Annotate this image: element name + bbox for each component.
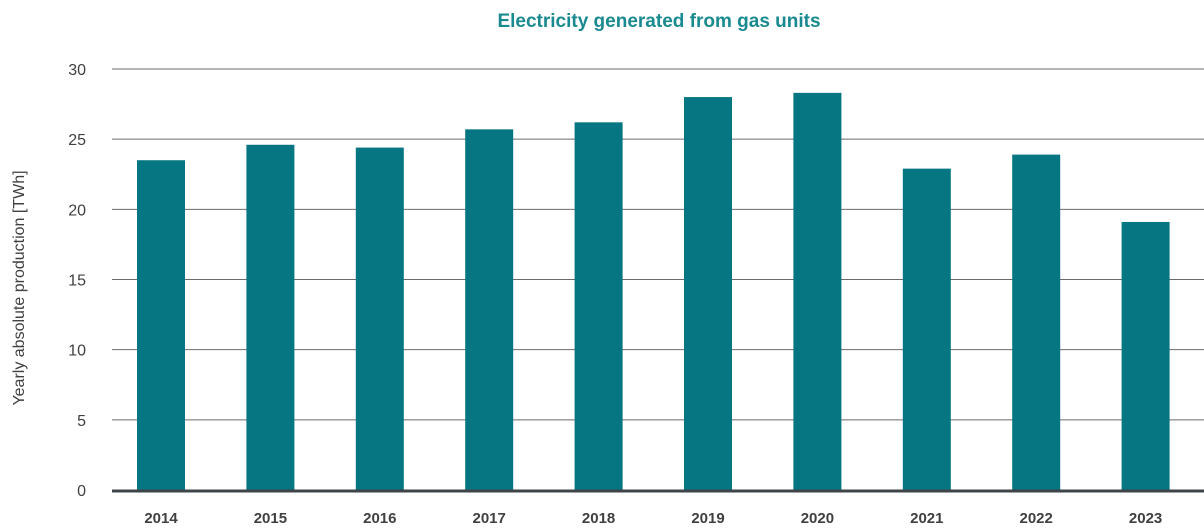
x-tick-label: 2022 (1020, 510, 1053, 526)
bar-2018 (574, 122, 623, 491)
y-tick-label: 0 (77, 483, 86, 500)
bar-2016 (355, 147, 404, 490)
y-tick-label: 25 (68, 132, 86, 149)
chart-title: Electricity generated from gas units (497, 11, 820, 32)
y-axis-label: Yearly absolute production [TWh] (11, 170, 28, 405)
x-tick-label: 2019 (691, 510, 724, 526)
bar-2014 (137, 160, 185, 490)
bar-2019 (684, 97, 732, 491)
y-tick-label: 10 (68, 343, 86, 360)
x-tick-label: 2023 (1129, 510, 1162, 526)
y-tick-label: 20 (68, 202, 86, 219)
bar-2022 (1012, 154, 1061, 490)
x-tick-label: 2018 (582, 510, 615, 526)
bar-2020 (793, 92, 842, 491)
bars (137, 92, 1170, 491)
bar-2017 (465, 129, 514, 491)
x-axis-ticks: 2014 2015 2016 2017 2018 2019 2020 2021 2022 2023 (144, 510, 1162, 527)
x-tick-label: 2017 (473, 510, 506, 526)
x-tick-label: 2016 (363, 510, 396, 526)
x-tick-label: 2021 (910, 510, 943, 526)
y-tick-label: 5 (77, 413, 86, 430)
y-tick-label: 15 (68, 273, 86, 290)
y-axis-ticks: 0 5 10 15 20 25 30 (68, 62, 86, 500)
bar-2023 (1121, 221, 1170, 491)
x-tick-label: 2015 (254, 510, 287, 526)
x-tick-label: 2014 (144, 510, 178, 526)
x-tick-label: 2020 (801, 510, 834, 526)
bar-2021 (902, 168, 951, 491)
bar-2015 (246, 144, 295, 490)
y-tick-label: 30 (68, 62, 86, 79)
